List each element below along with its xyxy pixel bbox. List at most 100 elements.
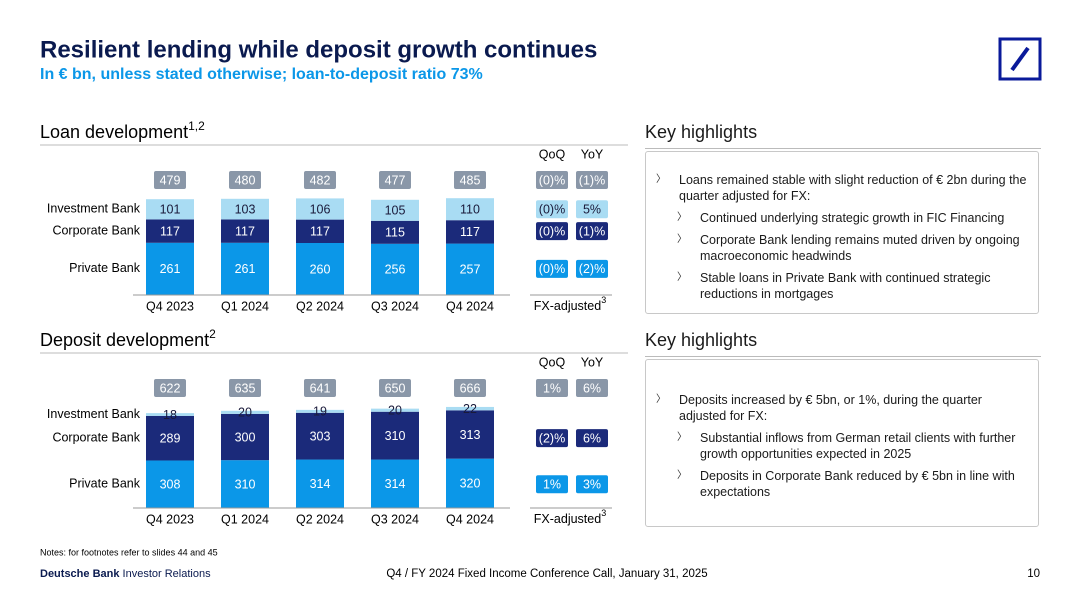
change-label: (2)% — [539, 431, 565, 445]
change-header: YoY — [581, 147, 604, 161]
bar-segment — [146, 460, 194, 508]
bar-segment — [221, 242, 269, 295]
value-label: 310 — [385, 429, 406, 443]
change-box — [576, 200, 608, 219]
bar-segment — [296, 243, 344, 295]
x-tick-label: Q2 2024 — [296, 299, 344, 313]
bar-segment — [296, 409, 344, 413]
x-tick-label: Q1 2024 — [221, 299, 269, 313]
series-name: Investment Bank — [47, 202, 141, 216]
total-box — [304, 379, 336, 397]
heading: Loan development1,2 — [40, 119, 205, 142]
value-label: 117 — [235, 224, 255, 238]
change-box — [536, 222, 568, 241]
change-label: 6% — [583, 381, 601, 395]
change-label: (0)% — [539, 173, 565, 187]
value-label: 115 — [385, 226, 405, 240]
title: Resilient lending while deposit growth c… — [40, 36, 597, 63]
total-box — [454, 379, 486, 397]
heading-text: FX-adjusted — [534, 299, 601, 313]
change-box — [536, 259, 568, 278]
bar-segment — [296, 219, 344, 243]
heading-note: 3 — [601, 295, 606, 305]
value-label: 117 — [460, 225, 480, 239]
change-box — [536, 171, 568, 189]
bar-segment — [146, 415, 194, 461]
value-label: 19 — [313, 405, 327, 419]
value-label: 257 — [460, 263, 481, 277]
subtitle: In € bn, unless stated otherwise; loan-t… — [40, 66, 483, 83]
change-box — [536, 475, 568, 494]
value-label: 20 — [238, 406, 252, 420]
bullet: Loans remained stable with slight reduct… — [646, 172, 1032, 204]
bar-segment — [371, 199, 419, 221]
change-box — [576, 259, 608, 278]
change-label: (1)% — [579, 173, 605, 187]
total-label: 622 — [160, 381, 181, 395]
change-box — [576, 379, 608, 397]
highlights-box: Loans remained stable with slight reduct… — [645, 151, 1039, 314]
bar-segment — [446, 198, 494, 221]
page-number: 10 — [1027, 568, 1040, 580]
change-label: (0)% — [539, 224, 565, 238]
total-box — [379, 171, 411, 189]
total-box — [304, 171, 336, 189]
x-tick-label: Q4 2024 — [446, 299, 494, 313]
x-tick-label: Q4 2023 — [146, 299, 194, 313]
total-label: 482 — [310, 173, 331, 187]
x-tick-label: Q1 2024 — [221, 512, 269, 526]
bar-segment — [371, 459, 419, 508]
bar-segment — [446, 220, 494, 244]
value-label: 110 — [460, 202, 480, 216]
series-name: Private Bank — [69, 261, 141, 275]
change-box — [536, 379, 568, 397]
value-label: 303 — [310, 429, 331, 443]
change-header: QoQ — [539, 147, 566, 161]
highlights-box: Deposits increased by € 5bn, or 1%, duri… — [645, 359, 1039, 527]
value-label: 256 — [385, 263, 406, 277]
change-box — [576, 475, 608, 494]
heading-text: Loan development — [40, 122, 188, 142]
bar-segment — [221, 219, 269, 243]
bar-segment — [146, 199, 194, 220]
value-label: 308 — [160, 478, 181, 492]
bar-segment — [221, 460, 269, 508]
bar-segment — [221, 198, 269, 220]
value-label: 300 — [235, 430, 256, 444]
series-name: Corporate Bank — [52, 223, 140, 237]
value-label: 261 — [160, 262, 181, 276]
bar-segment — [221, 410, 269, 414]
change-header: YoY — [581, 355, 604, 369]
value-label: 105 — [385, 204, 406, 218]
series-name: Investment Bank — [47, 407, 141, 421]
value-label: 117 — [310, 225, 330, 239]
change-box — [536, 200, 568, 219]
bar-segment — [296, 459, 344, 508]
bar-segment — [371, 408, 419, 412]
bar-segment — [446, 410, 494, 459]
heading-note: 1,2 — [188, 119, 205, 133]
change-header: QoQ — [539, 355, 566, 369]
total-box — [154, 379, 186, 397]
total-label: 635 — [235, 381, 256, 395]
x-tick-label: Q4 2024 — [446, 512, 494, 526]
heading-note: 3 — [601, 508, 606, 518]
brand-suffix: Investor Relations — [119, 568, 211, 580]
bar-segment — [221, 413, 269, 461]
series-name: Private Bank — [69, 477, 141, 491]
total-box — [379, 379, 411, 397]
total-label: 666 — [460, 381, 481, 395]
total-label: 479 — [160, 173, 181, 187]
highlights-title: Key highlights — [645, 122, 1041, 149]
change-box — [576, 222, 608, 241]
value-label: 320 — [460, 477, 481, 491]
change-label: 6% — [583, 431, 601, 445]
series-name: Corporate Bank — [52, 430, 140, 444]
change-label: 3% — [583, 478, 601, 492]
value-label: 103 — [235, 202, 256, 216]
value-label: 313 — [460, 428, 481, 442]
total-label: 641 — [310, 381, 331, 395]
brand-name: Deutsche Bank — [40, 568, 120, 580]
bar-segment — [146, 242, 194, 295]
